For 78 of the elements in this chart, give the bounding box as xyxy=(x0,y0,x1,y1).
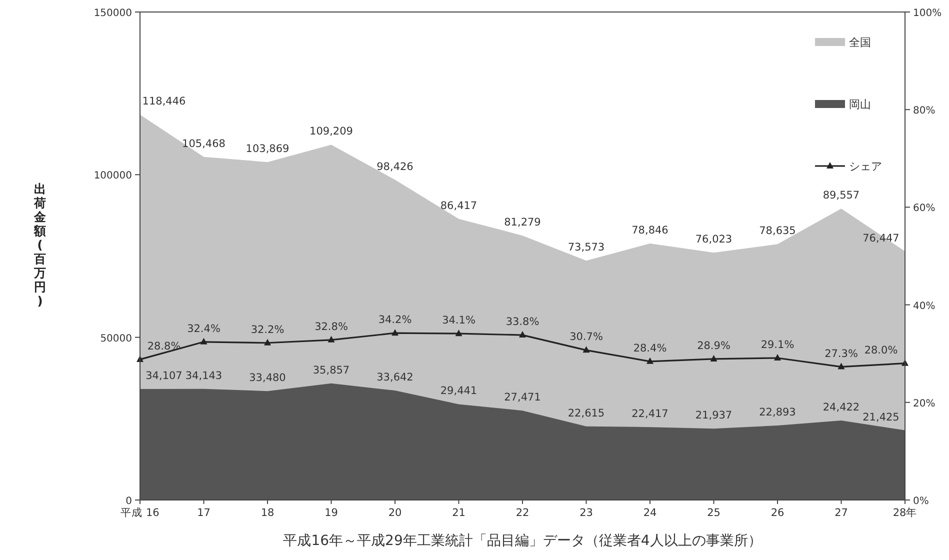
data-label: 33,480 xyxy=(249,372,286,384)
x-tick-label: 21 xyxy=(452,507,466,519)
legend-label: 全国 xyxy=(849,36,871,49)
data-label: 34,143 xyxy=(185,370,222,382)
data-label: 34,107 xyxy=(146,370,182,382)
y-tick-label: 0 xyxy=(126,496,132,507)
data-label: 105,468 xyxy=(182,138,226,150)
y2-tick-label: 60% xyxy=(913,203,936,214)
x-tick-label: 22 xyxy=(516,507,530,519)
data-label: 24,422 xyxy=(822,402,860,414)
point xyxy=(200,338,208,344)
data-label: 73,573 xyxy=(568,242,605,254)
point xyxy=(328,336,335,342)
y-tick-label: 100000 xyxy=(94,170,132,182)
point xyxy=(392,329,398,336)
x-tick-label: 平成 16 xyxy=(120,506,160,519)
point xyxy=(710,354,718,362)
data-label: 22,893 xyxy=(759,406,796,419)
point xyxy=(455,330,462,336)
y2-tick-label: 40% xyxy=(913,300,936,312)
point xyxy=(646,357,654,364)
data-label: 76,023 xyxy=(695,234,732,246)
x-tick-label: 25 xyxy=(707,507,720,519)
y2-tick-label: 0% xyxy=(913,496,929,507)
data-label: 32.4% xyxy=(187,322,220,335)
data-label: 30.7% xyxy=(570,331,603,344)
y-tick-label: 150000 xyxy=(94,8,132,19)
data-label: 109,209 xyxy=(310,126,353,138)
x-tick-label: 20 xyxy=(388,507,402,519)
data-label: 28.9% xyxy=(697,340,730,352)
point xyxy=(774,354,781,360)
data-label: 28.8% xyxy=(147,340,181,352)
data-label: 34.2% xyxy=(378,314,412,326)
x-tick-label: 17 xyxy=(197,507,210,519)
point xyxy=(264,338,271,346)
data-label: 118,446 xyxy=(142,96,186,108)
data-label: 29,441 xyxy=(440,385,478,398)
data-label: 32.2% xyxy=(250,324,284,336)
data-label: 78,635 xyxy=(759,225,796,238)
data-label: 27,471 xyxy=(504,392,541,404)
data-label: 28.0% xyxy=(864,344,898,356)
point xyxy=(582,346,590,353)
point xyxy=(519,331,526,338)
data-label: 21,425 xyxy=(862,411,900,424)
x-tick-label: 24 xyxy=(643,507,657,519)
data-label: 76,447 xyxy=(862,232,900,244)
y2-tick-label: 20% xyxy=(913,398,936,410)
x-tick-label: 26 xyxy=(770,507,784,519)
legend-label: シェア xyxy=(849,160,882,173)
data-label: 27.3% xyxy=(824,348,858,360)
data-label: 32.8% xyxy=(314,320,348,333)
x-tick-label: 18 xyxy=(260,507,274,519)
y2-tick-label: 80% xyxy=(913,106,936,117)
data-label: 33.8% xyxy=(506,316,540,328)
x-tick-label: 27 xyxy=(834,507,848,519)
text: 出荷金額(百万円) xyxy=(34,182,46,308)
data-label: 103,869 xyxy=(246,143,290,156)
x-tick-label: 23 xyxy=(580,507,593,519)
legend-label: 岡山 xyxy=(849,98,871,111)
data-label: 86,417 xyxy=(440,200,478,212)
data-label: 35,857 xyxy=(312,364,350,376)
data-label: 22,615 xyxy=(568,407,605,420)
data-label: 98,426 xyxy=(376,160,414,173)
data-label: 81,279 xyxy=(504,216,541,229)
data-label: 89,557 xyxy=(822,190,860,202)
data-label: 34.1% xyxy=(442,314,476,327)
data-label: 78,846 xyxy=(632,224,669,236)
data-label: 28.4% xyxy=(633,342,667,354)
data-label: 22,417 xyxy=(632,408,668,420)
data-label: 33,642 xyxy=(376,372,414,384)
y-tick-label: 50000 xyxy=(100,333,132,344)
x-tick-label: 28年 xyxy=(892,507,918,519)
data-label: 29.1% xyxy=(760,338,794,351)
point xyxy=(838,362,845,370)
x-tick-label: 19 xyxy=(324,507,338,519)
y2-tick-label: 100% xyxy=(913,8,942,19)
data-label: 21,937 xyxy=(695,410,732,422)
text: 平成16年～平成29年工業統計「品目編」データ（従業者4人以上の事業所） xyxy=(283,533,762,549)
